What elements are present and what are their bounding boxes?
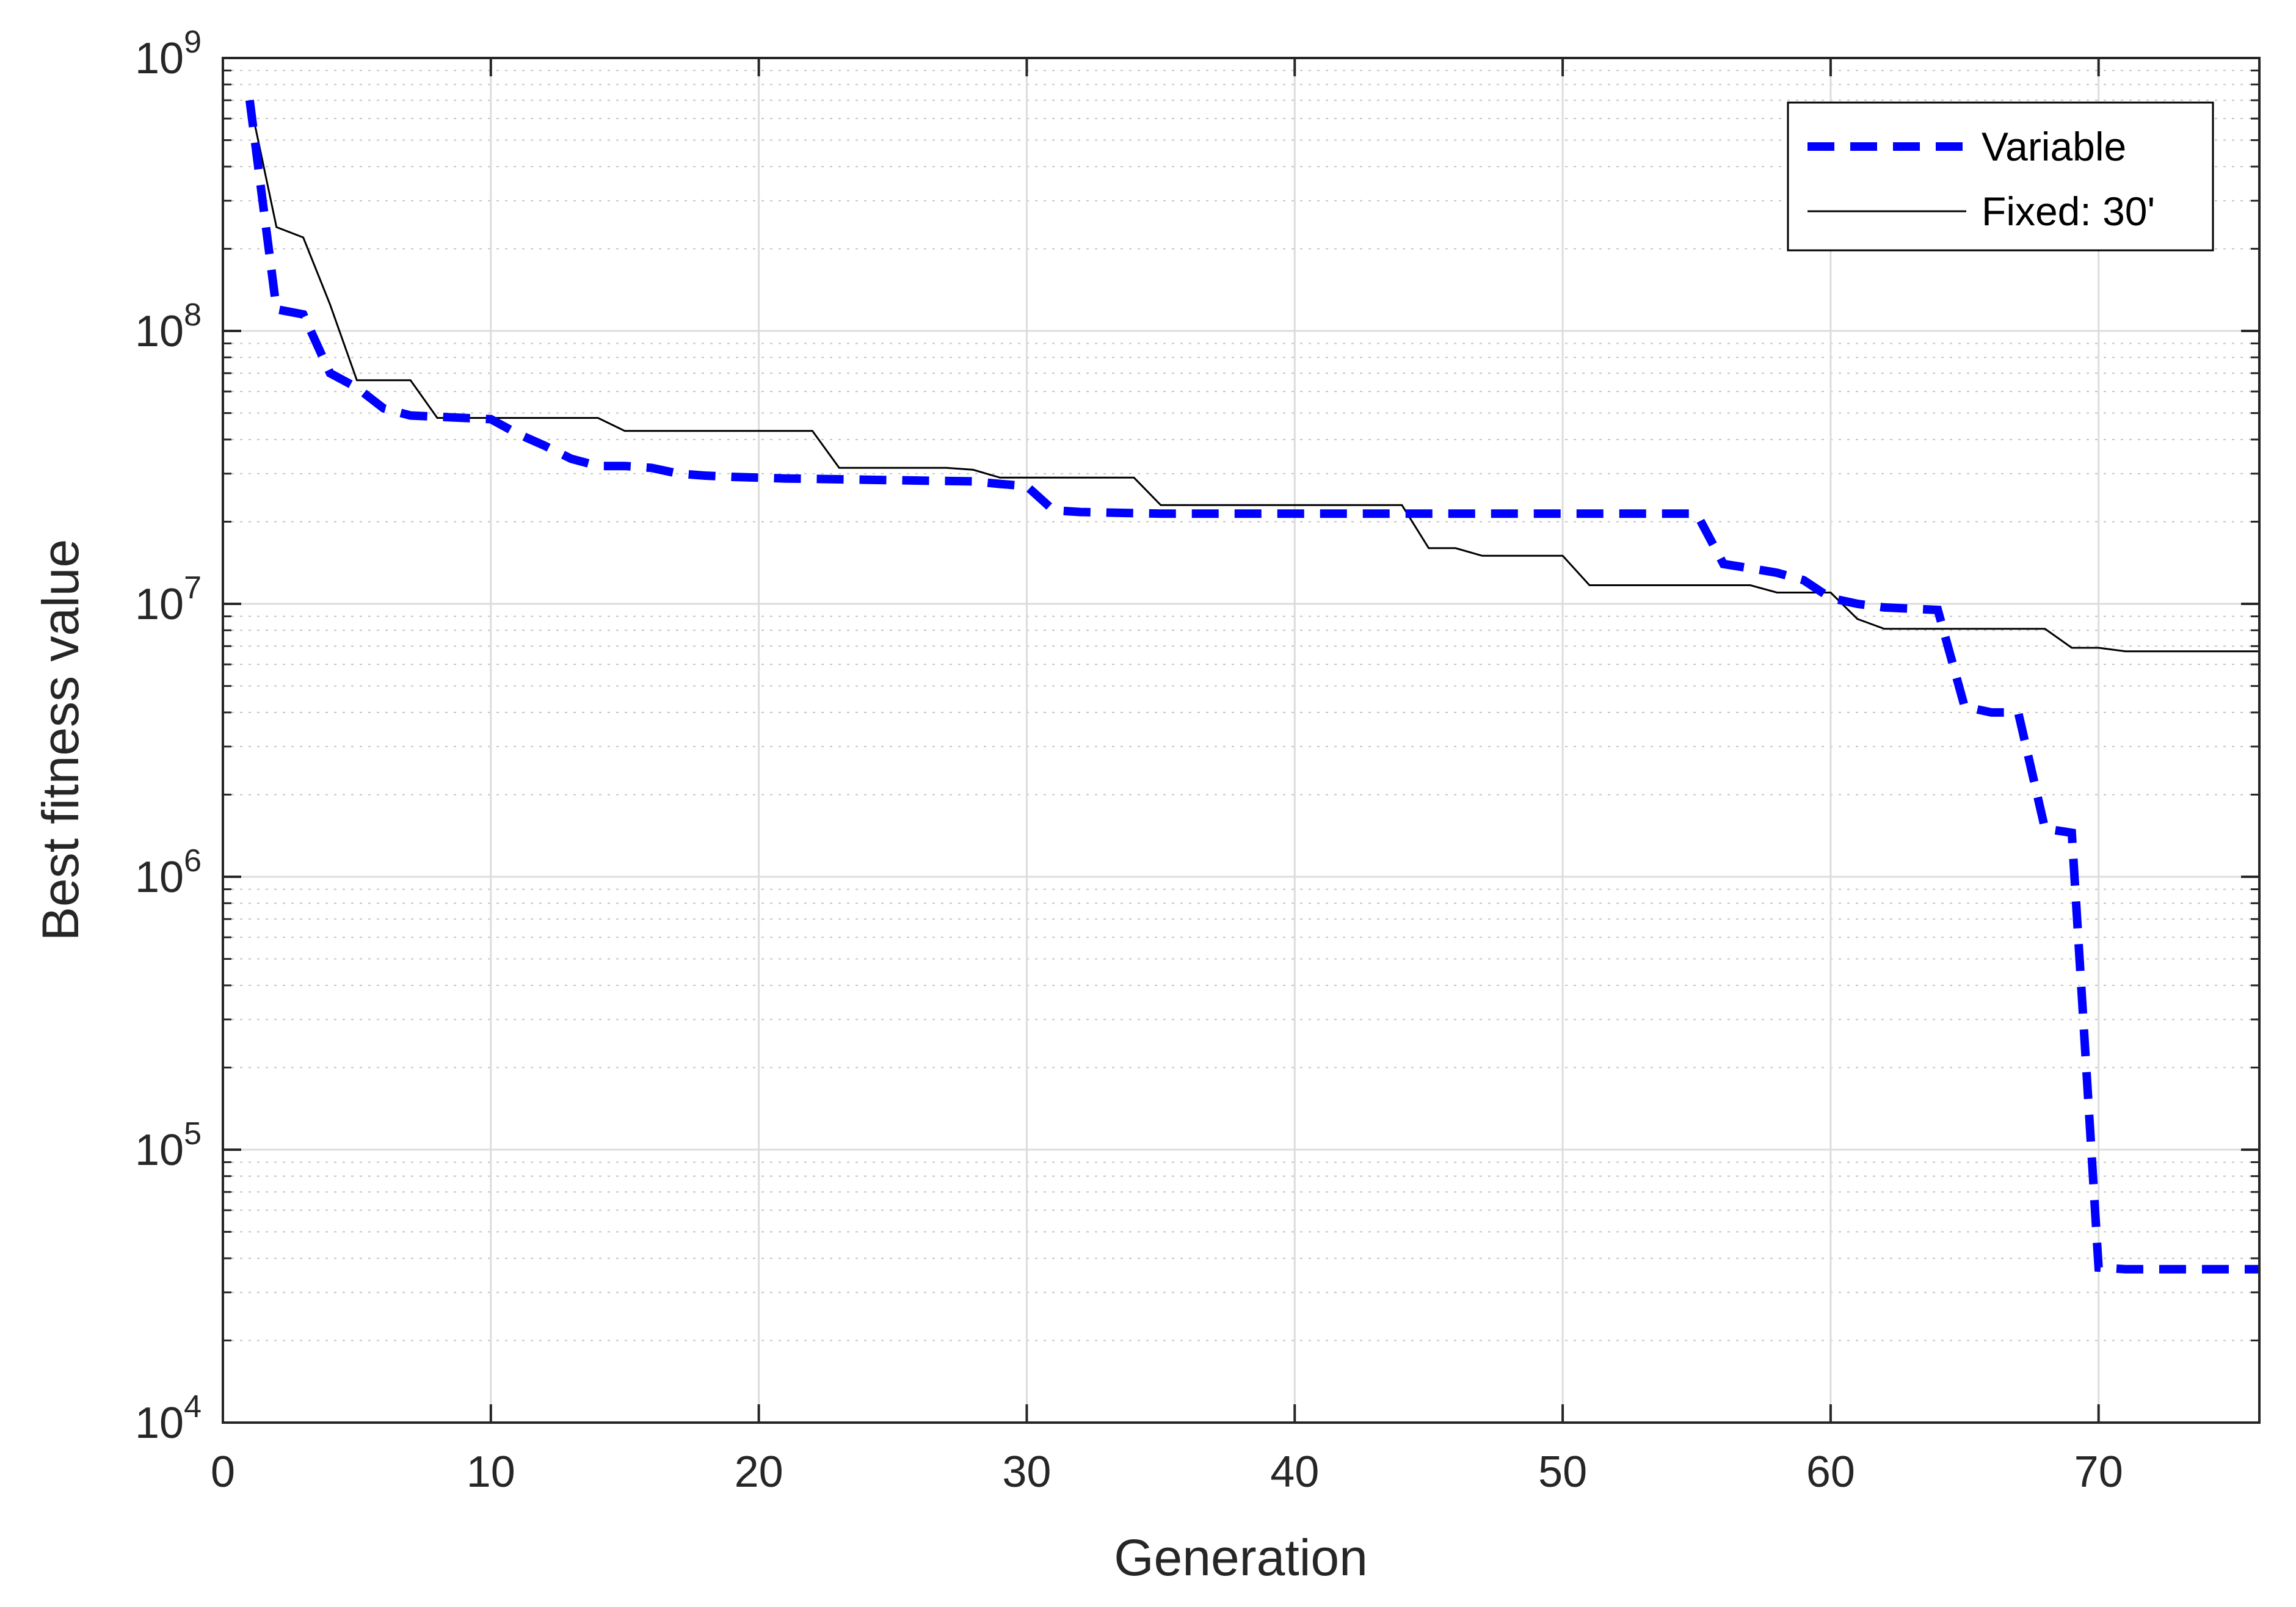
- plot-frame: [222, 57, 2261, 1424]
- plot-background: [223, 58, 2259, 1423]
- series-line-fixed: [249, 100, 2259, 653]
- y-tick-label: 109: [135, 24, 202, 83]
- series-layer: [245, 100, 2259, 1274]
- y-axis-label: Best fitness value: [32, 539, 89, 941]
- legend-box: [1787, 101, 2214, 252]
- x-tick-label: 30: [1002, 1448, 1051, 1496]
- x-tick-label: 20: [735, 1448, 783, 1496]
- x-tick-label: 50: [1538, 1448, 1587, 1496]
- ticks-layer: [222, 57, 2259, 1424]
- x-tick-label: 60: [1806, 1448, 1855, 1496]
- legend-label-variable: Variable: [1982, 124, 2126, 169]
- y-tick-label: 108: [135, 297, 202, 356]
- x-tick-labels: 0 10 20 30 40 50 60 70: [211, 1448, 2123, 1496]
- y-tick-label: 105: [135, 1116, 202, 1175]
- x-tick-label: 0: [211, 1448, 235, 1496]
- x-tick-label: 70: [2074, 1448, 2123, 1496]
- y-tick-label: 106: [135, 843, 202, 902]
- x-tick-label: 40: [1270, 1448, 1319, 1496]
- legend: Variable Fixed: 30': [1787, 101, 2214, 252]
- x-axis-label: Generation: [1114, 1529, 1368, 1586]
- legend-label-fixed: Fixed: 30': [1982, 189, 2155, 234]
- y-tick-label: 107: [135, 570, 202, 629]
- minor-grid: [223, 70, 2259, 1341]
- x-tick-label: 10: [467, 1448, 515, 1496]
- y-tick-labels: 104 105 106 107 108 109: [135, 24, 202, 1448]
- y-tick-label: 104: [135, 1389, 202, 1448]
- series-line-variable: [245, 100, 2259, 1274]
- major-grid: [223, 58, 2259, 1423]
